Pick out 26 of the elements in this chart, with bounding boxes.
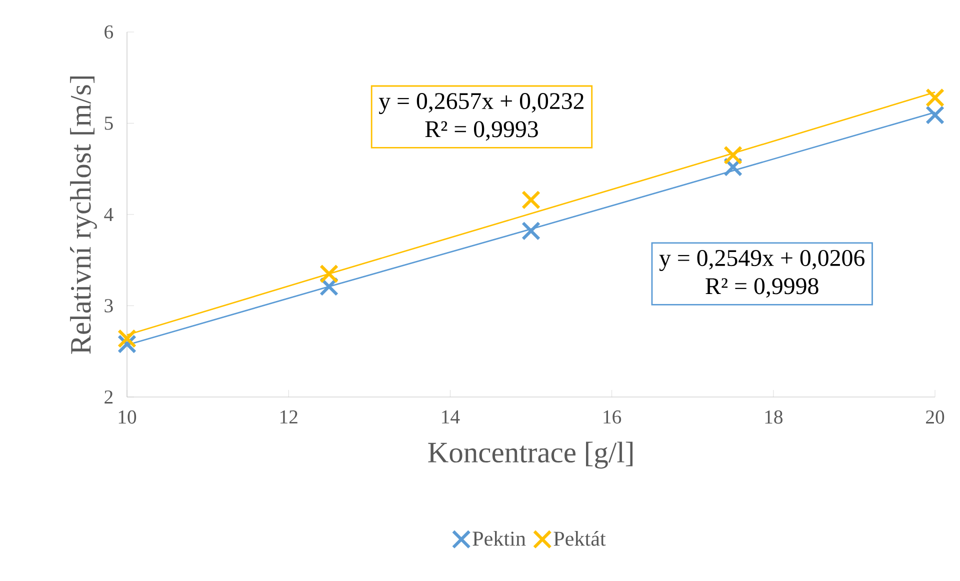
- y-tick-label: 2: [104, 390, 113, 404]
- x-tick-label: 12: [280, 410, 298, 424]
- annotation: R² = 0,9993: [425, 121, 538, 141]
- point: [117, 329, 137, 348]
- point: [522, 190, 541, 210]
- x-tick-label: 14: [442, 410, 460, 424]
- annotation: R² = 0,9998: [706, 278, 818, 298]
- y-tick-label: 5: [104, 116, 113, 130]
- point: [320, 264, 339, 284]
- annotation: y = 0,2657x + 0,0232: [378, 93, 584, 114]
- x-tick-label: 18: [765, 410, 782, 424]
- legend-label: Pektát: [554, 530, 606, 546]
- legend-label: Pektin: [472, 530, 526, 546]
- y-tick-label: 3: [104, 299, 113, 312]
- point: [926, 88, 945, 108]
- point: [724, 146, 743, 165]
- x-tick-label: 10: [118, 410, 136, 424]
- point: [522, 221, 541, 240]
- point: [926, 106, 945, 125]
- y-tick-label: 4: [104, 208, 114, 221]
- y-tick-label: 6: [104, 25, 114, 39]
- annotation: y = 0,2549x + 0,0206: [659, 250, 864, 272]
- x-tick-label: 16: [604, 410, 622, 424]
- x-axis-title: Koncentrace [g/l]: [428, 442, 633, 469]
- y-axis-title: Relativní rychlost [m/s]: [70, 76, 97, 354]
- x-tick-label: 20: [926, 410, 944, 424]
